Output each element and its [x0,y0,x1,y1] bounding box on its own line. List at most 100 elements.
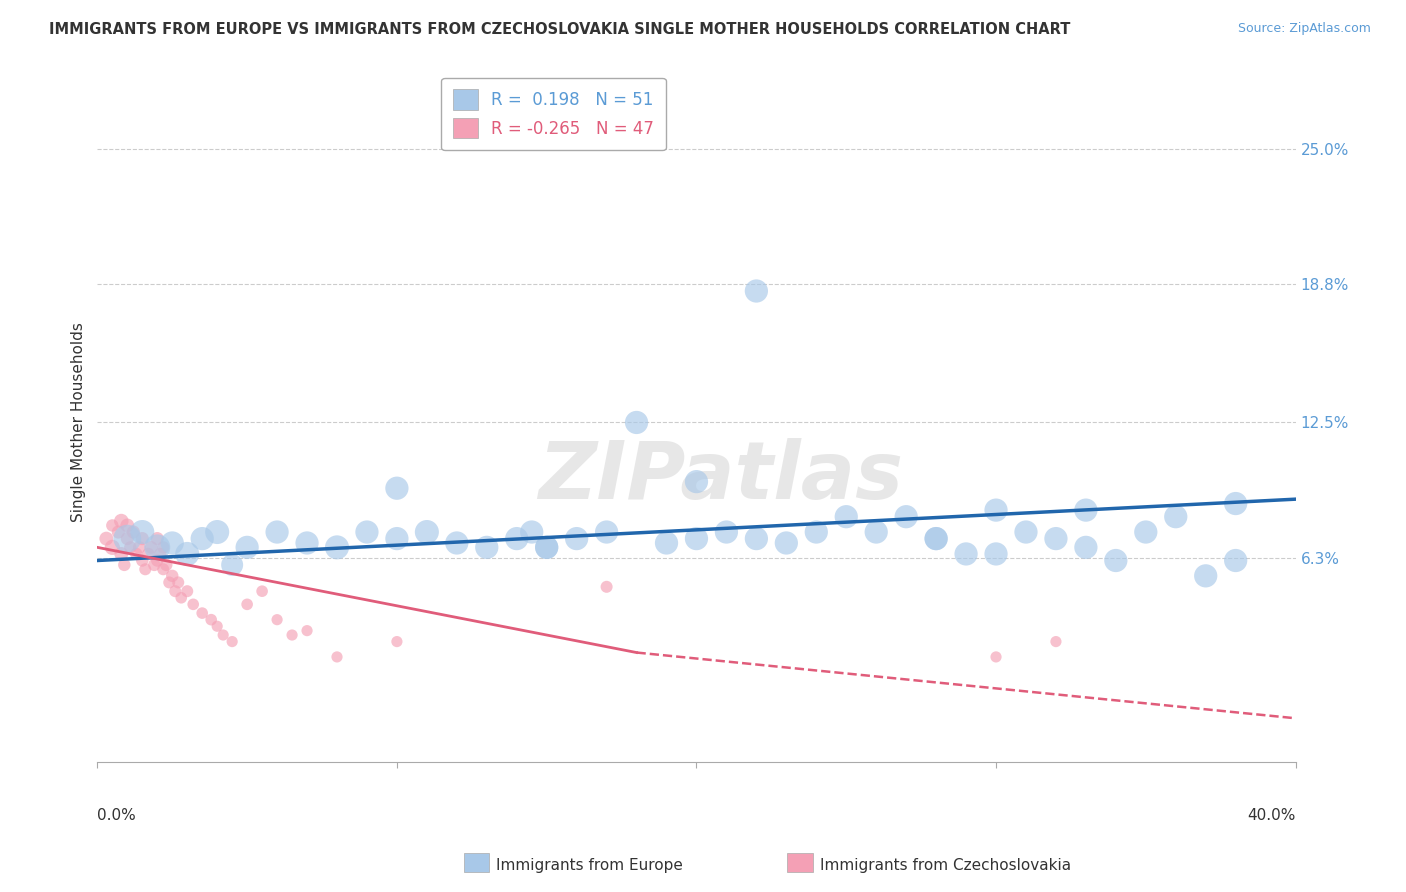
Legend: R =  0.198   N = 51, R = -0.265   N = 47: R = 0.198 N = 51, R = -0.265 N = 47 [441,78,665,150]
Point [120,541,142,555]
Point [326,649,349,664]
Point [266,613,288,627]
Text: ZIPatlas: ZIPatlas [538,438,903,516]
Point [117,518,139,533]
Point [131,524,153,539]
Text: Immigrants from Europe: Immigrants from Europe [496,858,683,872]
Text: Source: ZipAtlas.com: Source: ZipAtlas.com [1237,22,1371,36]
Point [152,541,174,555]
Point [125,547,148,561]
Point [925,532,948,546]
Point [685,475,707,489]
Point [146,532,169,546]
Point [385,634,408,648]
Point [281,628,304,642]
Point [181,598,204,612]
Point [1045,532,1067,546]
Point [536,541,558,555]
Point [101,541,124,555]
Point [141,541,163,555]
Point [191,532,214,546]
Point [745,532,768,546]
Text: Immigrants from Czechoslovakia: Immigrants from Czechoslovakia [820,858,1071,872]
Point [984,649,1007,664]
Point [1105,553,1128,567]
Point [266,524,288,539]
Point [1074,541,1097,555]
Point [1225,497,1247,511]
Point [136,547,159,561]
Point [167,575,190,590]
Point [96,532,118,546]
Point [1164,509,1187,524]
Text: 0.0%: 0.0% [97,808,136,822]
Point [110,547,132,561]
Point [149,547,172,561]
Point [475,541,498,555]
Point [200,613,222,627]
Point [162,569,184,583]
Point [250,584,273,599]
Point [595,524,617,539]
Point [146,553,169,567]
Point [170,591,193,605]
Point [835,509,858,524]
Point [295,624,318,638]
Point [356,524,378,539]
Point [446,536,468,550]
Point [595,580,617,594]
Text: 40.0%: 40.0% [1247,808,1295,822]
Point [385,532,408,546]
Point [626,416,648,430]
Point [685,532,707,546]
Text: IMMIGRANTS FROM EUROPE VS IMMIGRANTS FROM CZECHOSLOVAKIA SINGLE MOTHER HOUSEHOLD: IMMIGRANTS FROM EUROPE VS IMMIGRANTS FRO… [49,22,1070,37]
Point [191,606,214,620]
Point [212,628,235,642]
Point [1015,524,1038,539]
Point [506,532,529,546]
Point [162,536,184,550]
Point [112,558,135,572]
Point [295,536,318,550]
Point [143,558,166,572]
Point [128,541,150,555]
Point [157,575,180,590]
Point [655,536,678,550]
Point [117,532,139,546]
Point [416,524,439,539]
Point [1045,634,1067,648]
Point [536,541,558,555]
Point [221,558,243,572]
Point [984,503,1007,517]
Point [131,553,153,567]
Point [1135,524,1157,539]
Point [205,619,228,633]
Point [1195,569,1218,583]
Point [146,541,169,555]
Point [122,524,145,539]
Point [385,481,408,495]
Point [745,284,768,298]
Point [176,584,198,599]
Point [565,532,588,546]
Point [894,509,917,524]
Point [806,524,828,539]
Point [775,536,797,550]
Point [176,547,198,561]
Point [107,524,129,539]
Point [221,634,243,648]
Point [1225,553,1247,567]
Point [110,514,132,528]
Point [1074,503,1097,517]
Point [984,547,1007,561]
Point [152,562,174,576]
Point [925,532,948,546]
Point [520,524,543,539]
Point [236,598,259,612]
Point [326,541,349,555]
Point [101,518,124,533]
Point [716,524,738,539]
Point [865,524,887,539]
Point [134,562,156,576]
Point [155,558,177,572]
